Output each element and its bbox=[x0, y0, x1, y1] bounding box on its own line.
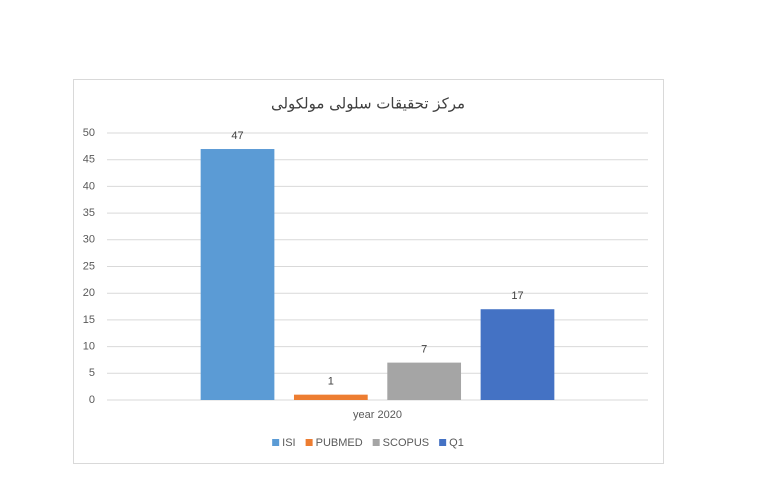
bar bbox=[387, 362, 462, 400]
y-tick-label: 25 bbox=[83, 260, 95, 272]
legend-swatch bbox=[305, 439, 313, 446]
y-tick-label: 5 bbox=[89, 367, 95, 379]
y-tick-label: 45 bbox=[83, 154, 95, 166]
x-tick-label: year 2020 bbox=[353, 409, 402, 421]
y-tick-label: 0 bbox=[89, 394, 95, 406]
legend-label: Q1 bbox=[449, 437, 464, 449]
chart-title: مرکز تحقیقات سلولی مولکولی bbox=[271, 95, 465, 113]
legend-swatch bbox=[372, 439, 380, 446]
legend-label: ISI bbox=[282, 437, 295, 449]
data-label: 1 bbox=[328, 376, 334, 388]
bar bbox=[480, 309, 555, 400]
y-tick-label: 20 bbox=[83, 287, 95, 299]
data-label: 17 bbox=[511, 290, 523, 302]
legend-label: SCOPUS bbox=[383, 437, 429, 449]
bar bbox=[293, 394, 368, 400]
data-label: 47 bbox=[231, 130, 243, 142]
legend-swatch bbox=[272, 439, 280, 446]
data-label: 7 bbox=[421, 344, 427, 356]
bar bbox=[200, 149, 275, 400]
y-tick-label: 15 bbox=[83, 314, 95, 326]
legend-swatch bbox=[439, 439, 447, 446]
y-tick-label: 50 bbox=[83, 127, 95, 139]
y-tick-label: 35 bbox=[83, 207, 95, 219]
y-tick-label: 10 bbox=[83, 341, 95, 353]
y-tick-label: 40 bbox=[83, 180, 95, 192]
legend-label: PUBMED bbox=[316, 437, 363, 449]
chart-frame bbox=[73, 79, 664, 464]
y-tick-label: 30 bbox=[83, 234, 95, 246]
